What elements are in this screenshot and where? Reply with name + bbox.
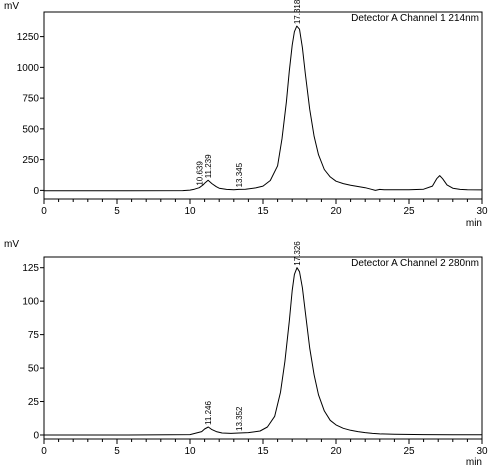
x-tick-label: 30 (476, 446, 488, 457)
y-tick-label: 0 (33, 186, 39, 197)
y-tick-label: 500 (22, 124, 39, 135)
y-tick-label: 125 (22, 263, 39, 274)
x-axis-label: min (466, 457, 482, 468)
y-tick-label: 100 (22, 297, 39, 308)
x-tick-label: 0 (41, 446, 47, 457)
plot-frame (43, 11, 483, 200)
peak-label: 11.239 (204, 154, 213, 178)
y-tick-label: 250 (22, 155, 39, 166)
x-axis-label: min (466, 218, 482, 229)
x-tick-label: 20 (330, 206, 342, 217)
chromatogram-trace (44, 267, 482, 436)
y-tick-label: 750 (22, 94, 39, 105)
peak-label: 10.639 (195, 161, 204, 186)
y-axis-label: mV (4, 239, 19, 250)
x-tick-label: 5 (114, 206, 120, 217)
y-tick-label: 0 (33, 430, 39, 441)
y-tick-label: 1000 (17, 63, 40, 74)
peak-label: 13.352 (235, 406, 244, 431)
y-tick-label: 25 (28, 397, 40, 408)
x-tick-label: 15 (257, 206, 269, 217)
y-tick-label: 50 (28, 364, 40, 375)
peak-label: 13.345 (235, 162, 244, 187)
plot-frame (43, 256, 483, 440)
peak-label: 11.246 (204, 401, 213, 425)
peak-label: 17.326 (293, 241, 302, 266)
x-tick-label: 5 (114, 446, 120, 457)
y-tick-label: 75 (28, 330, 40, 341)
chart-title: Detector A Channel 2 280nm (351, 258, 479, 269)
peak-label: 17.318 (293, 0, 302, 24)
chart-title: Detector A Channel 1 214nm (351, 13, 479, 24)
x-tick-label: 0 (41, 206, 47, 217)
x-tick-label: 10 (184, 446, 196, 457)
x-tick-label: 10 (184, 206, 196, 217)
x-tick-label: 25 (403, 446, 415, 457)
y-tick-label: 1250 (17, 32, 40, 43)
x-tick-label: 15 (257, 446, 269, 457)
x-tick-label: 20 (330, 446, 342, 457)
x-tick-label: 25 (403, 206, 415, 217)
y-axis-label: mV (4, 1, 19, 12)
chromatogram-trace (44, 25, 483, 192)
x-tick-label: 30 (476, 206, 488, 217)
